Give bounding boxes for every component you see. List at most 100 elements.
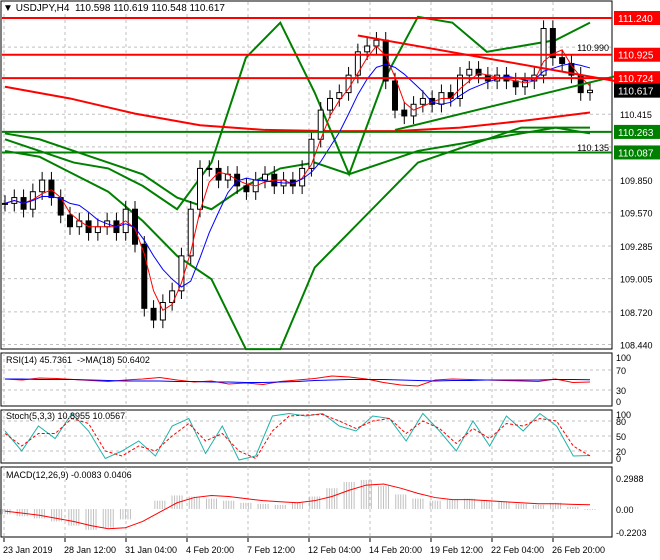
- macd-signal-line: [4, 483, 591, 530]
- candle-body: [150, 307, 157, 321]
- candle-body: [299, 167, 306, 187]
- stoch-tick: 50: [616, 432, 626, 442]
- time-tick: 4 Feb 20:00: [186, 545, 234, 555]
- price-tick: 109.285: [620, 242, 653, 252]
- candle-body: [197, 167, 203, 210]
- rsi-tick: 30: [616, 386, 626, 396]
- pane-frame-2: [0, 409, 613, 464]
- price-label-bg: [614, 71, 660, 86]
- candle-body: [364, 45, 371, 53]
- candle-body: [243, 185, 250, 193]
- candle-body: [94, 226, 101, 234]
- candle-body: [2, 202, 8, 205]
- price-label: 111.240: [618, 14, 653, 25]
- candle-body: [466, 68, 473, 76]
- pane-frame-0: [0, 0, 613, 350]
- stoch-signal-line: [4, 413, 591, 460]
- price-label-bg: [614, 83, 660, 98]
- chart-header: ▼ USDJPY,H4 110.598 110.619 110.548 110.…: [3, 3, 225, 14]
- price-label-bg: [614, 145, 660, 160]
- candle-body: [308, 138, 315, 169]
- ohlc-high: 110.619: [113, 3, 149, 14]
- price-tick: 108.440: [620, 340, 653, 350]
- rsi-tick: 100: [616, 353, 631, 363]
- candle-body: [419, 97, 426, 105]
- price-tick: 110.135: [577, 143, 609, 153]
- time-tick: 12 Feb 04:00: [308, 545, 361, 555]
- pane-frame-1: [0, 352, 613, 407]
- symbol-label: USDJPY,H4: [15, 3, 70, 14]
- macd-title: MACD(12,26,9) -0.0083 0.0406: [6, 470, 132, 480]
- candle-body: [159, 302, 166, 321]
- rsi-title: RSI(14) 45.7361 ->MA(18) 50.6402: [6, 355, 150, 365]
- collapse-triangle-icon[interactable]: ▼: [3, 3, 16, 14]
- time-tick: 14 Feb 20:00: [369, 545, 422, 555]
- candle-body: [522, 80, 528, 88]
- price-label-bg: [614, 47, 660, 62]
- candle-body: [373, 39, 380, 47]
- candle-body: [336, 92, 343, 99]
- candle-body: [392, 80, 398, 111]
- candle-body: [549, 27, 556, 59]
- price-label-bg: [614, 11, 660, 25]
- time-tick: 19 Feb 12:00: [430, 545, 483, 555]
- bollinger-middle: [4, 126, 590, 211]
- moving-average-fast: [4, 62, 591, 288]
- candle-body: [587, 89, 593, 94]
- price-label-bg: [614, 124, 660, 139]
- candle-body: [169, 290, 176, 304]
- candle-body: [559, 57, 566, 64]
- stoch-main-line: [4, 412, 591, 461]
- candle-body: [401, 109, 408, 117]
- moving-average-slow: [4, 85, 591, 133]
- price-label: 110.617: [618, 87, 654, 98]
- rsi-tick: 70: [616, 366, 626, 376]
- candle-body: [39, 179, 46, 193]
- candle-body: [206, 167, 213, 170]
- stoch-title: Stoch(5,3,3) 10.8955 10.0567: [6, 411, 126, 421]
- candle-body: [327, 97, 333, 111]
- price-tick: 109.570: [620, 209, 653, 219]
- time-tick: 23 Jan 2019: [3, 545, 53, 555]
- rsi-ma-line: [5, 378, 591, 383]
- price-tick: 109.850: [620, 176, 653, 186]
- candle-body: [540, 27, 547, 76]
- ohlc-open: 110.598: [74, 3, 111, 14]
- bollinger-lower: [4, 126, 591, 351]
- price-tick: 110.990: [577, 43, 609, 53]
- time-tick: 26 Feb 20:00: [552, 545, 605, 555]
- ohlc-low: 110.548: [151, 3, 187, 14]
- stoch-tick: 0: [616, 454, 621, 464]
- macd-tick: -0.2203: [616, 528, 647, 538]
- bollinger-upper: [4, 15, 591, 211]
- price-tick: 108.720: [620, 308, 653, 318]
- stoch-tick: 100: [616, 410, 631, 420]
- support-trendline: [394, 75, 616, 131]
- price-label: 110.724: [618, 74, 654, 85]
- ohlc-close: 110.617: [189, 3, 225, 14]
- price-tick: 110.415: [620, 110, 652, 120]
- macd-tick: 0.2988: [616, 474, 644, 484]
- rsi-tick: 0: [616, 397, 621, 407]
- resistance-trendline: [357, 34, 616, 82]
- moving-average-fast: [4, 45, 591, 311]
- price-label: 110.263: [618, 128, 654, 139]
- time-tick: 28 Jan 12:00: [64, 545, 116, 555]
- price-label: 110.087: [618, 148, 654, 159]
- candle-body: [447, 92, 454, 99]
- candle-body: [475, 68, 482, 76]
- candle-body: [262, 173, 268, 181]
- candle-body: [67, 214, 73, 228]
- pane-frame-3: [0, 466, 613, 538]
- candle-body: [141, 243, 148, 309]
- candle-body: [354, 51, 361, 76]
- time-tick: 31 Jan 04:00: [125, 545, 177, 555]
- time-tick: 7 Feb 12:00: [247, 545, 295, 555]
- stoch-tick: 80: [616, 417, 626, 427]
- candle-body: [187, 208, 194, 257]
- price-tick: 109.005: [620, 275, 653, 285]
- price-label: 110.925: [618, 51, 654, 62]
- macd-tick: 0.00: [616, 505, 634, 515]
